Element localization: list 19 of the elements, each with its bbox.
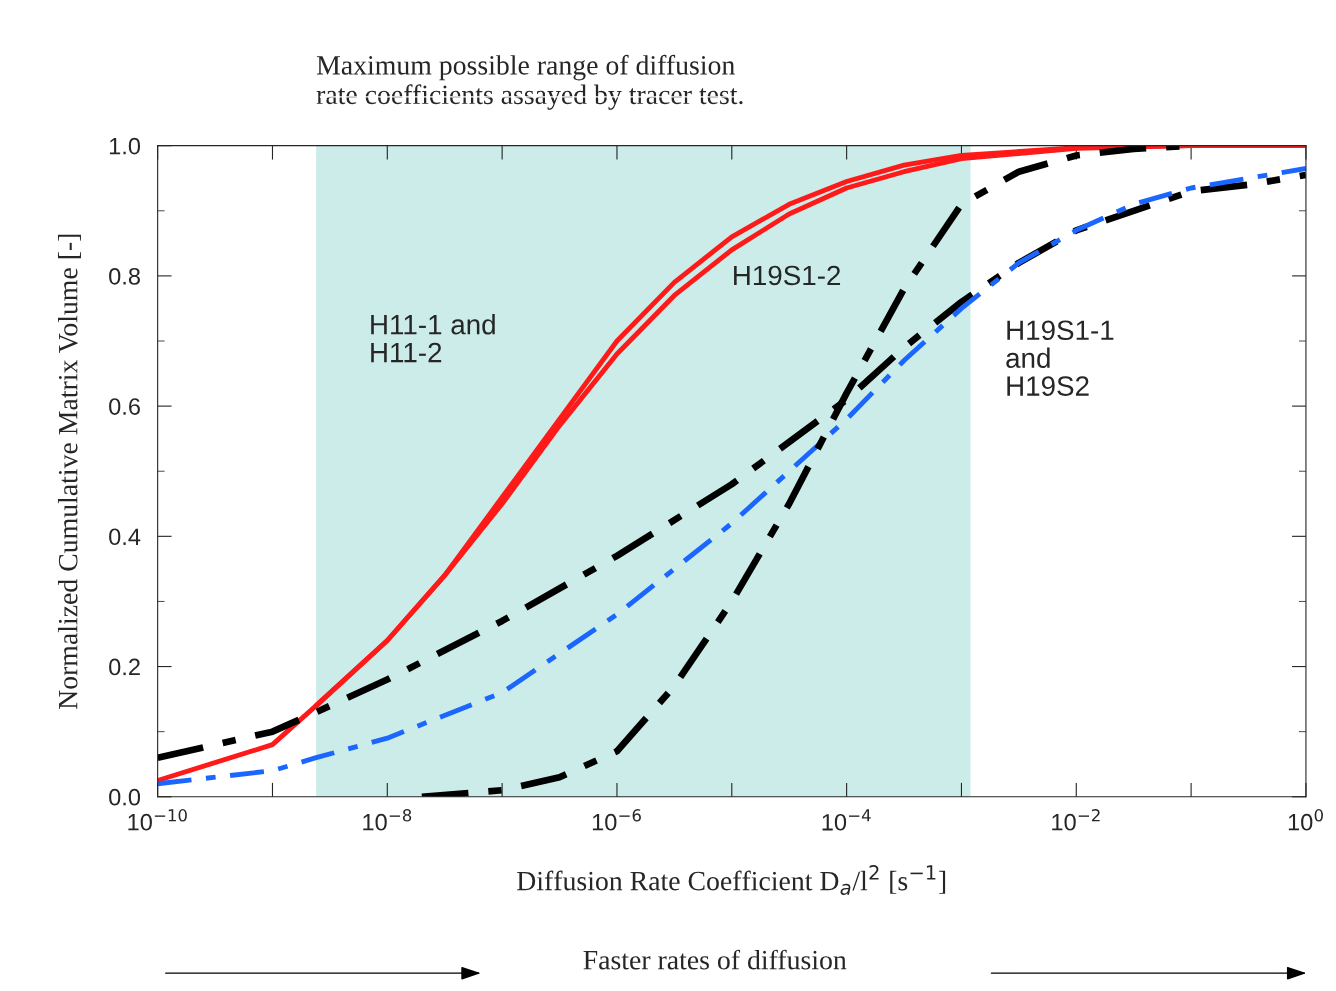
x-tick-label: 10$^{0}$ <box>1288 809 1323 831</box>
y-tick-label: 0.6 <box>109 398 140 415</box>
y-tick-label: 0.4 <box>109 528 141 546</box>
y-tick-label: 1.0 <box>109 137 141 155</box>
x-tick-label: 10$^{−4}$ <box>822 809 871 831</box>
x-tick-label: 10$^{−6}$ <box>592 809 641 831</box>
x-tick-label: 10$^{−10}$ <box>128 809 187 831</box>
annotation: H19S1-1 and H19S2 <box>1006 320 1114 396</box>
y-tick-label: 0.0 <box>109 788 141 806</box>
text: Faster rates of diffusion <box>583 949 847 970</box>
text: Maximum possible range of diffusion rate coefficients assayed by tracer test. <box>316 54 743 110</box>
y-axis-title: Normalized Cumulative Matrix Volume [-] <box>57 234 81 710</box>
annotation: H19S1-2 <box>734 265 841 286</box>
x-axis-title: Diffusion Rate Coefficient D$_{a}$/l$^{2}$ [s$^{−1}$] <box>517 865 946 895</box>
y-tick-label: 0.2 <box>109 658 140 676</box>
x-tick-label: 10$^{−8}$ <box>363 809 412 831</box>
annotation: H11-1 and H11-2 <box>371 314 495 363</box>
x-tick-label: 10$^{−2}$ <box>1052 809 1100 831</box>
y-tick-label: 0.8 <box>109 267 140 285</box>
